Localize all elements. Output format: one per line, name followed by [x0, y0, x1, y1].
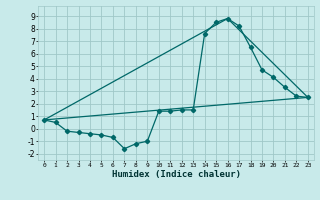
X-axis label: Humidex (Indice chaleur): Humidex (Indice chaleur): [111, 170, 241, 179]
